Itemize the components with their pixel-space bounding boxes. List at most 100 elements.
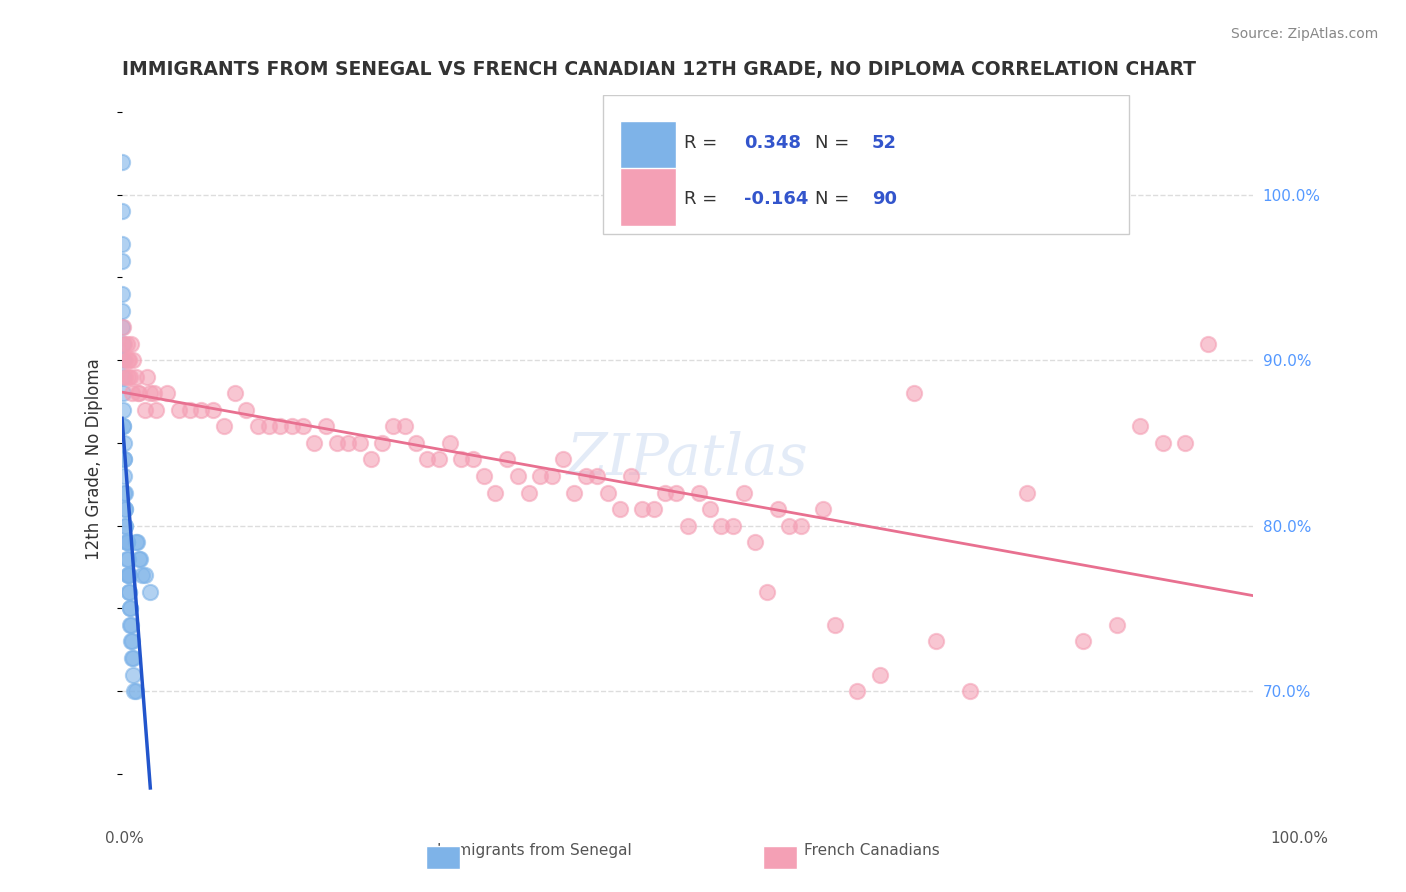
Point (755, 584, 778, 599)
Point (111, 154, 134, 169)
Point (112, 452, 135, 467)
Text: R =: R = (685, 134, 723, 152)
Point (118, 369, 141, 384)
Point (643, 502, 665, 516)
Point (111, 237, 134, 252)
Point (315, 419, 337, 434)
Point (846, 684, 869, 698)
Point (371, 436, 394, 450)
Text: 0.348: 0.348 (744, 134, 801, 152)
Point (450, 452, 472, 467)
Point (139, 584, 162, 599)
Point (733, 485, 755, 500)
Point (246, 419, 269, 434)
Point (118, 584, 141, 599)
Point (439, 436, 461, 450)
Point (744, 535, 766, 549)
Text: ZIPatlas: ZIPatlas (567, 431, 808, 488)
Point (120, 618, 142, 632)
Point (114, 518, 136, 533)
Point (128, 386, 150, 401)
Point (688, 485, 710, 500)
Point (112, 386, 135, 401)
Point (167, 402, 190, 417)
Point (631, 502, 654, 516)
Text: Source: ZipAtlas.com: Source: ZipAtlas.com (1230, 27, 1378, 41)
Point (824, 618, 846, 632)
Text: 52: 52 (872, 134, 897, 152)
Point (112, 419, 135, 434)
Point (112, 485, 135, 500)
Point (145, 402, 167, 417)
Point (721, 518, 744, 533)
Point (959, 684, 981, 698)
Point (1073, 634, 1095, 648)
Point (121, 651, 143, 665)
Point (156, 386, 179, 401)
Point (789, 518, 811, 533)
Point (111, 287, 134, 301)
Point (114, 502, 136, 516)
Point (112, 419, 135, 434)
Point (115, 551, 138, 566)
Point (115, 535, 138, 549)
Point (120, 336, 142, 351)
Point (382, 419, 405, 434)
Text: French Canadians: French Canadians (804, 843, 939, 857)
Point (699, 502, 721, 516)
Point (495, 452, 517, 467)
Point (394, 419, 416, 434)
Text: 90: 90 (872, 190, 897, 208)
Point (120, 634, 142, 648)
Point (484, 485, 506, 500)
Text: 0.0%: 0.0% (105, 831, 145, 846)
Point (114, 518, 136, 533)
FancyBboxPatch shape (620, 121, 676, 179)
Point (1129, 419, 1152, 434)
Point (115, 535, 138, 549)
Point (124, 684, 146, 698)
Point (114, 485, 136, 500)
Point (134, 568, 156, 582)
Point (129, 551, 152, 566)
Point (114, 353, 136, 368)
Point (125, 535, 148, 549)
Point (118, 601, 141, 615)
Point (598, 485, 620, 500)
Point (122, 651, 145, 665)
Point (416, 452, 439, 467)
Point (117, 353, 139, 368)
Text: 100.0%: 100.0% (1271, 831, 1329, 846)
Point (118, 584, 141, 599)
Point (540, 469, 562, 483)
Text: N =: N = (815, 134, 855, 152)
Point (111, 253, 134, 268)
Point (506, 469, 529, 483)
Point (118, 601, 141, 615)
Point (112, 336, 135, 351)
Point (122, 353, 145, 368)
Point (405, 436, 427, 450)
Point (117, 551, 139, 566)
Point (766, 502, 789, 516)
Point (869, 667, 891, 681)
Point (337, 436, 360, 450)
Point (201, 402, 224, 417)
Point (609, 502, 631, 516)
Text: Immigrants from Senegal: Immigrants from Senegal (437, 843, 631, 857)
Point (778, 518, 800, 533)
Point (112, 320, 135, 334)
Point (190, 402, 212, 417)
Point (112, 369, 135, 384)
Point (118, 618, 141, 632)
Point (564, 485, 586, 500)
Text: R =: R = (685, 190, 723, 208)
Y-axis label: 12th Grade, No Diploma: 12th Grade, No Diploma (86, 359, 103, 560)
Point (118, 568, 141, 582)
Point (461, 452, 484, 467)
Point (665, 485, 688, 500)
Point (134, 402, 156, 417)
Point (280, 419, 302, 434)
Point (117, 369, 139, 384)
Point (124, 369, 146, 384)
